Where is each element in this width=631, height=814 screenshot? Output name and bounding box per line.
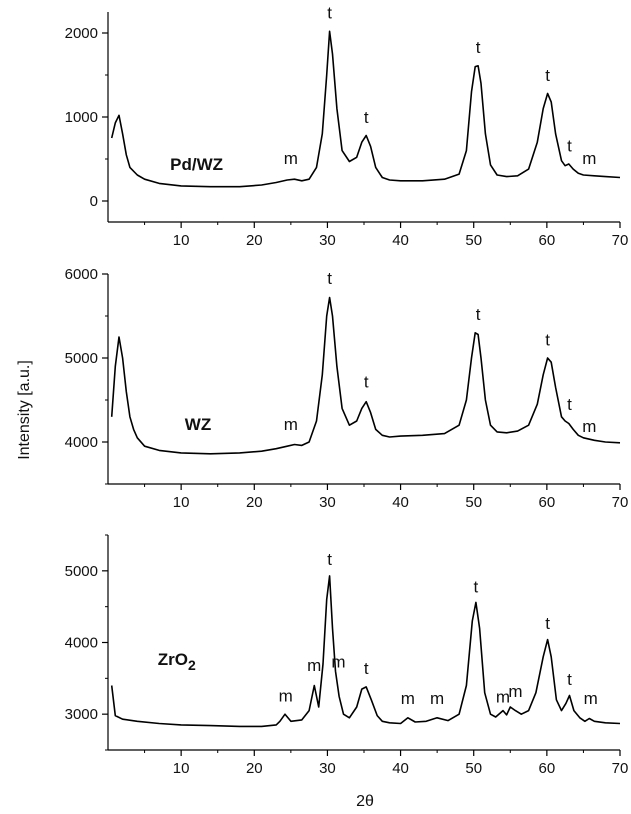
xrd-pattern-line <box>110 30 621 188</box>
x-tick-label: 60 <box>539 232 556 249</box>
peak-annotation: m <box>508 682 522 701</box>
peak-annotation: t <box>327 269 332 288</box>
y-tick-label: 2000 <box>65 25 98 42</box>
x-tick-label: 30 <box>319 760 336 777</box>
sample-label: ZrO2 <box>158 650 196 673</box>
x-tick-label: 10 <box>173 232 190 249</box>
xrd-pattern-line <box>110 296 621 455</box>
peak-annotation: t <box>476 38 481 57</box>
x-tick-label: 60 <box>539 494 556 511</box>
xrd-pattern-line <box>110 575 621 728</box>
peak-annotation: m <box>582 417 596 436</box>
peak-annotation: t <box>545 330 550 349</box>
x-tick-label: 70 <box>612 232 629 249</box>
peak-annotation: t <box>364 659 369 678</box>
peak-annotation: m <box>584 689 598 708</box>
x-tick-label: 30 <box>319 232 336 249</box>
x-tick-label: 70 <box>612 494 629 511</box>
x-tick-label: 10 <box>173 760 190 777</box>
peak-annotation: t <box>474 577 479 596</box>
y-tick-label: 5000 <box>65 350 98 367</box>
x-tick-label: 10 <box>173 494 190 511</box>
peak-annotation: t <box>567 395 572 414</box>
x-tick-label: 30 <box>319 494 336 511</box>
x-tick-label: 40 <box>392 232 409 249</box>
peak-annotation: m <box>582 149 596 168</box>
y-tick-label: 0 <box>90 193 98 210</box>
peak-annotation: t <box>327 550 332 569</box>
x-tick-label: 60 <box>539 760 556 777</box>
peak-annotation: m <box>331 653 345 672</box>
peak-annotation: m <box>284 415 298 434</box>
peak-annotation: t <box>567 670 572 689</box>
x-tick-label: 50 <box>465 232 482 249</box>
peak-annotation: t <box>567 136 572 155</box>
peak-annotation: t <box>545 614 550 633</box>
y-tick-label: 5000 <box>65 563 98 580</box>
y-tick-label: 3000 <box>65 706 98 723</box>
peak-annotation: t <box>364 372 369 391</box>
y-tick-label: 1000 <box>65 109 98 126</box>
peak-annotation: m <box>307 656 321 675</box>
x-tick-label: 70 <box>612 760 629 777</box>
sample-label: WZ <box>185 415 211 434</box>
x-tick-label: 50 <box>465 760 482 777</box>
peak-annotation: m <box>430 689 444 708</box>
peak-annotation: t <box>327 4 332 23</box>
peak-annotation: t <box>476 305 481 324</box>
y-tick-label: 6000 <box>65 266 98 283</box>
x-tick-label: 40 <box>392 760 409 777</box>
peak-annotation: m <box>284 149 298 168</box>
sample-label: Pd/WZ <box>170 155 223 174</box>
peak-annotation: t <box>545 66 550 85</box>
peak-annotation: m <box>401 689 415 708</box>
x-tick-label: 20 <box>246 760 263 777</box>
y-tick-label: 4000 <box>65 434 98 451</box>
peak-annotation: m <box>279 686 293 705</box>
x-axis-label: 2θ <box>356 793 374 810</box>
x-tick-label: 20 <box>246 494 263 511</box>
peak-annotation: t <box>364 108 369 127</box>
peak-annotation: m <box>496 688 510 707</box>
x-tick-label: 50 <box>465 494 482 511</box>
x-tick-label: 40 <box>392 494 409 511</box>
x-tick-label: 20 <box>246 232 263 249</box>
y-axis-label: Intensity [a.u.] <box>16 360 33 460</box>
y-tick-label: 4000 <box>65 635 98 652</box>
